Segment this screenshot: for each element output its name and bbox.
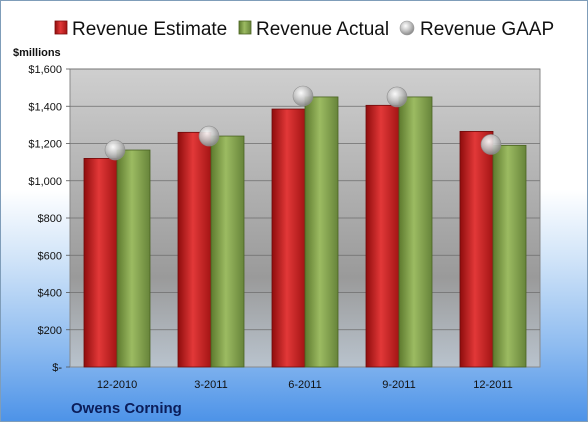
x-tick-label: 12-2010 bbox=[97, 379, 137, 391]
bar-revenue-actual bbox=[116, 149, 151, 368]
y-tick-label: $400 bbox=[38, 288, 62, 300]
y-axis-unit-label: $millions bbox=[13, 47, 61, 59]
bar-revenue-estimate bbox=[83, 157, 118, 368]
legend-swatch-estimate bbox=[54, 20, 68, 35]
point-revenue-gaap bbox=[104, 139, 126, 161]
x-tick-label: 9-2011 bbox=[382, 379, 415, 391]
point-revenue-gaap bbox=[386, 86, 408, 108]
y-tick-label: $200 bbox=[38, 325, 62, 337]
x-tick-label: 6-2011 bbox=[288, 379, 321, 391]
y-tick-label: $600 bbox=[38, 250, 62, 262]
point-revenue-gaap bbox=[292, 85, 314, 107]
y-tick-label: $1,000 bbox=[28, 176, 62, 188]
bar-revenue-actual bbox=[398, 96, 433, 368]
x-tick-label: 3-2011 bbox=[194, 379, 227, 391]
legend-label-estimate: Revenue Estimate bbox=[72, 19, 227, 40]
bar-revenue-estimate bbox=[459, 130, 494, 368]
y-tick-label: $- bbox=[52, 362, 62, 374]
point-revenue-gaap bbox=[480, 134, 502, 155]
bar-revenue-actual bbox=[492, 144, 527, 368]
y-tick-label: $800 bbox=[38, 213, 62, 225]
y-tick-label: $1,200 bbox=[28, 139, 62, 151]
legend-swatch-actual bbox=[238, 20, 252, 35]
x-tick-label: 12-2011 bbox=[473, 379, 513, 391]
gaap-points bbox=[104, 85, 502, 161]
bar-revenue-estimate bbox=[365, 104, 400, 368]
y-axis-ticks: $- $200 $400 $600 $800 $1,000 $1,200 $1,400 $1,6… bbox=[28, 64, 70, 374]
legend-swatch-gaap bbox=[399, 20, 415, 36]
point-revenue-gaap bbox=[198, 125, 220, 147]
y-tick-label: $1,600 bbox=[28, 64, 62, 76]
legend: Revenue Estimate Revenue Actual Revenue … bbox=[54, 19, 554, 40]
legend-label-actual: Revenue Actual bbox=[256, 19, 389, 40]
legend-label-gaap: Revenue GAAP bbox=[420, 19, 554, 40]
company-name: Owens Corning bbox=[71, 400, 182, 417]
bars bbox=[83, 96, 527, 368]
y-tick-label: $1,400 bbox=[28, 101, 62, 113]
bar-revenue-estimate bbox=[177, 131, 212, 368]
bar-revenue-actual bbox=[304, 96, 339, 368]
bar-revenue-actual bbox=[210, 135, 245, 368]
x-axis-ticks: 12-2010 3-2011 6-2011 9-2011 12-2011 bbox=[97, 379, 513, 391]
bar-revenue-estimate bbox=[271, 108, 306, 368]
